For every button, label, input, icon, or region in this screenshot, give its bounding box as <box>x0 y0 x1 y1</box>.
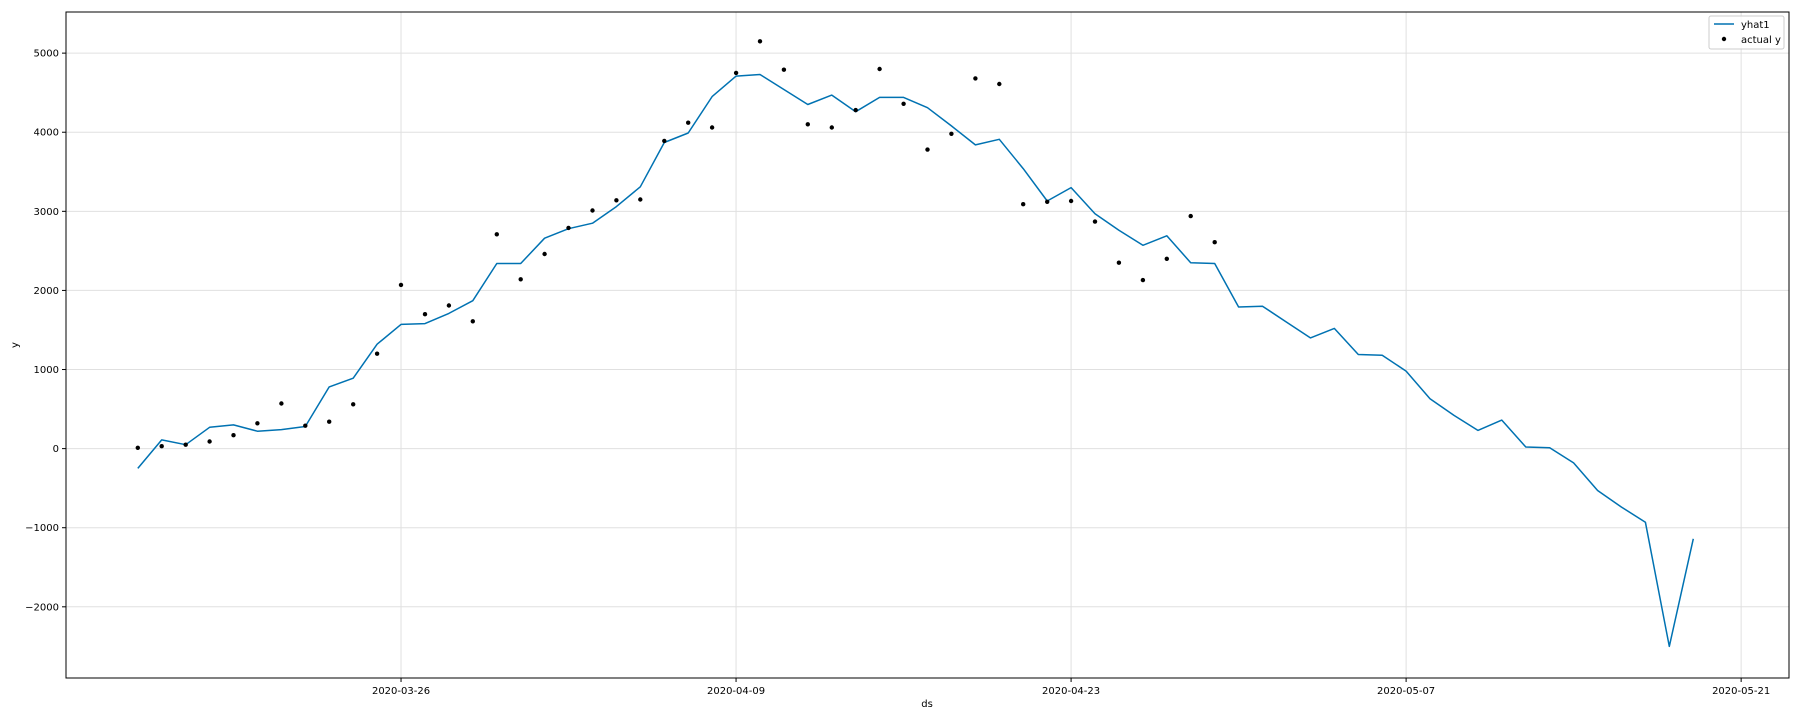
actual-y-point <box>470 319 475 324</box>
actual-y-point <box>494 232 499 237</box>
legend-actual-y-marker <box>1721 36 1727 42</box>
series-layer <box>135 39 1695 648</box>
actual-y-point <box>351 402 356 407</box>
actual-y-point <box>1092 219 1098 224</box>
legend-actual-y-label: actual y <box>1741 35 1781 46</box>
actual-y-point <box>925 147 930 152</box>
actual-y-point <box>279 401 284 406</box>
actual-y-point <box>997 81 1002 87</box>
actual-y-point <box>518 277 523 282</box>
actual-y-point <box>805 122 810 127</box>
actual-y-point <box>566 225 571 231</box>
actual-y-point <box>973 76 978 81</box>
actual-y-point <box>638 197 643 202</box>
actual-y-point <box>949 131 954 136</box>
y-tick-label: 5000 <box>34 49 59 60</box>
actual-y-point <box>446 303 452 308</box>
actual-y-point <box>542 251 547 257</box>
plot-frame <box>65 11 1790 679</box>
actual-y-point <box>183 442 188 447</box>
actual-y-point <box>398 282 404 288</box>
actual-y-point <box>709 125 715 130</box>
actual-y-point <box>614 198 619 203</box>
actual-y-point <box>1068 198 1074 204</box>
actual-y-point <box>877 66 882 72</box>
actual-y-point <box>686 120 691 125</box>
actual-y-point <box>1188 213 1193 219</box>
actual-y-point <box>662 138 667 144</box>
actual-y-point <box>1045 199 1050 204</box>
actual-y-point <box>590 208 595 213</box>
actual-y-point <box>781 67 787 72</box>
actual-y-point <box>1164 256 1170 261</box>
actual-y-point <box>1021 202 1026 207</box>
actual-y-point <box>255 421 260 426</box>
actual-y-point <box>303 423 308 428</box>
x-tick-label: 2020-05-07 <box>1377 686 1435 697</box>
legend-yhat1-label: yhat1 <box>1741 20 1770 31</box>
y-tick-label: 4000 <box>34 128 59 139</box>
actual-y-point <box>327 419 332 424</box>
actual-y-point <box>757 39 763 44</box>
y-tick-label: 2000 <box>34 286 59 297</box>
y-tick-label: 1000 <box>34 365 59 376</box>
y-tick-label: −2000 <box>25 602 59 613</box>
actual-y-point <box>1116 260 1122 265</box>
actual-y-point <box>231 433 236 438</box>
actual-y-point <box>901 101 906 107</box>
actual-y-point <box>829 125 834 130</box>
x-tick-label: 2020-04-09 <box>707 686 765 697</box>
actual-y-point <box>374 351 380 356</box>
x-axis-label: ds <box>921 699 933 710</box>
y-tick-label: 0 <box>53 444 59 455</box>
x-tick-label: 2020-03-26 <box>372 686 430 697</box>
actual-y-point <box>853 107 858 113</box>
actual-y-point <box>207 439 212 444</box>
y-tick-label: −1000 <box>25 523 59 534</box>
actual-y-point <box>1140 277 1146 283</box>
yhat1-line <box>137 73 1695 648</box>
grid <box>66 12 1789 678</box>
plot-background <box>66 12 1789 678</box>
actual-y-point <box>1212 240 1217 245</box>
actual-y-point <box>135 445 140 450</box>
ticks: 2020-03-26 2020-04-09 2020-04-23 2020-05-07… <box>25 49 1770 697</box>
y-tick-label: 3000 <box>34 207 59 218</box>
x-tick-label: 2020-04-23 <box>1042 686 1100 697</box>
actual-y-point <box>733 70 739 76</box>
actual-y-point <box>159 444 164 449</box>
y-axis-label: y <box>10 342 21 348</box>
x-tick-label: 2020-05-21 <box>1712 686 1770 697</box>
legend: yhat1 actual y <box>1708 15 1785 50</box>
actual-y-point <box>422 312 428 317</box>
